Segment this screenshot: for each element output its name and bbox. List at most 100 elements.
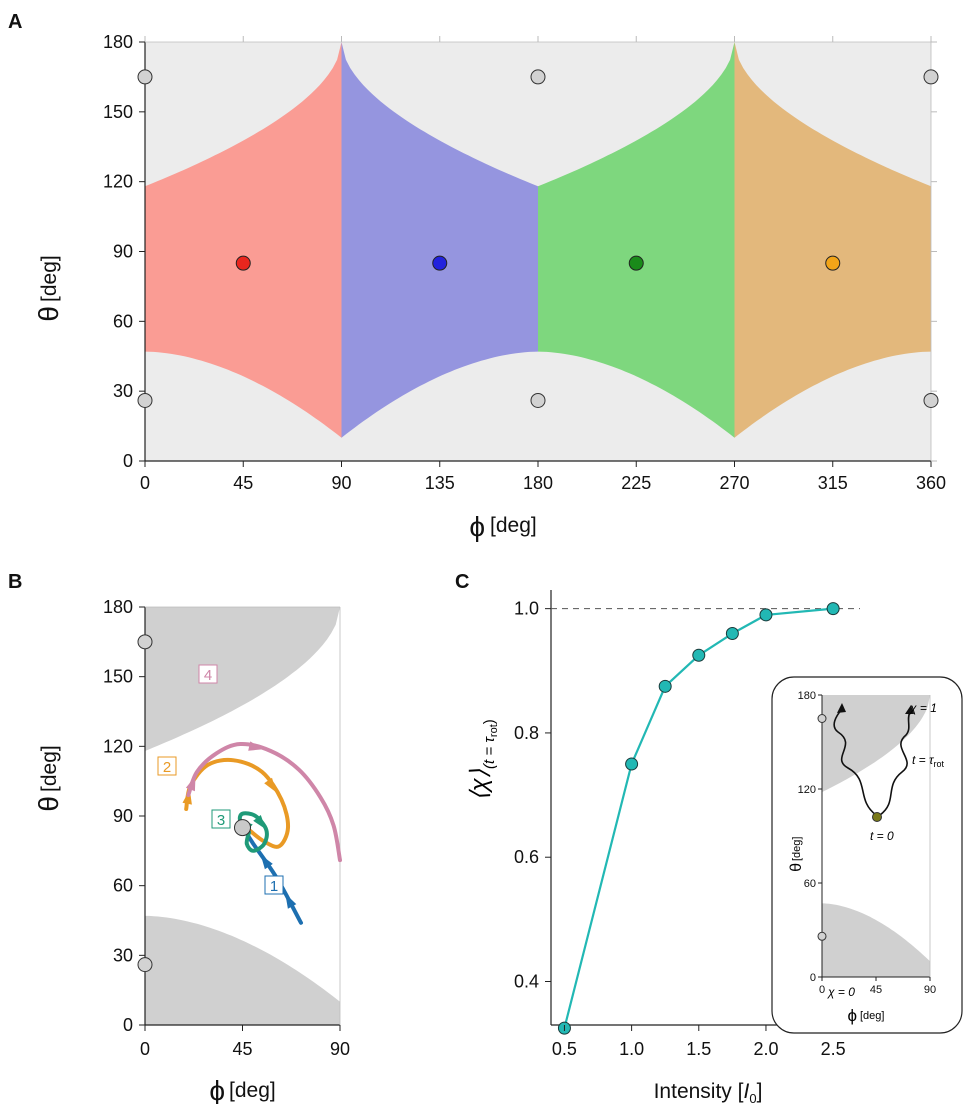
panel-b-y-unit: [deg] [38,745,61,792]
panel-c-point [625,757,639,771]
panel-c-y-tick-label: 1.0 [514,599,539,619]
panel-a-region-2 [341,42,538,438]
panel-a: A 0 45 90 135 180 225 270 315 360 0 30 60 90 120 150 1… [8,11,946,542]
trajectory-label-box [157,756,177,776]
inset-y-tick-label: 0 [810,972,816,984]
panel-b-x-symbol: ϕ [209,1075,225,1104]
inset-x-tick-label: 45 [870,984,882,996]
panel-a-y-tick-label: 0 [123,451,133,471]
panel-a-x-ticks: 0 45 90 135 180 225 270 315 360 [140,36,946,493]
inset-x-tick-label: 90 [924,984,936,996]
panel-c-x-tick-label: 0.5 [552,1039,577,1059]
inset-y-tick-label: 120 [798,784,816,796]
panel-b-start-point [234,819,251,837]
trajectory-label-box [211,809,231,829]
trajectory-label: 4 [204,667,212,684]
panel-c-y-tick-label: 0.6 [514,847,539,867]
panel-a-y-unit: [deg] [38,255,61,302]
panel-b-x-unit: [deg] [229,1079,276,1102]
trajectory-4-arrow [185,776,196,792]
trajectory-1-arrow [260,854,273,870]
panel-c-letter: C [455,571,469,593]
inset-y-symbol: θ [788,863,805,872]
panel-b-forbidden-regions [145,607,340,1025]
panel-a-region-1 [145,42,342,438]
trajectory-3-arrow [253,815,266,830]
panel-a-x-tick-label: 90 [331,473,351,493]
panel-a-y-title: θ [deg] [33,255,64,321]
panel-a-points [137,69,939,408]
panel-b-y-symbol: θ [33,796,64,812]
panel-a-region-3 [538,42,735,438]
panel-a-y-tick-label: 180 [103,32,133,52]
trajectory-4 [186,741,342,863]
panel-c-inset: 0 45 90 0 60 120 180 χ = 0 χ = 1 t = 0 t = τr… [771,676,963,1034]
inset-y-unit: [deg] [791,837,803,861]
panel-b-y-tick-label: 60 [113,876,133,896]
trajectory-label: 1 [270,878,278,895]
inset-x-unit: [deg] [860,1010,884,1022]
panel-b-gray-point [137,957,153,973]
panel-b-points [137,634,251,973]
inset-bottom-forbidden [822,903,930,977]
panel-b-y-tick-label: 120 [103,736,133,756]
inset-arrow-chi0 [837,703,846,713]
panel-a-y-ticks: 0 30 60 90 120 150 180 [103,32,937,471]
inset-y-tick-label: 60 [804,878,816,890]
panel-b-letter: B [8,571,22,593]
panel-a-x-tick-label: 270 [719,473,749,493]
inset-y-ticks: 0 60 120 180 [798,690,822,984]
panel-a-center-point [825,255,841,271]
inset-x-ticks: 0 45 90 [819,977,936,996]
panel-a-y-tick-label: 120 [103,172,133,192]
panel-b-y-tick-label: 90 [113,806,133,826]
panel-c-point [826,602,840,616]
inset-path-chi0 [833,708,877,816]
inset-paths [833,703,914,822]
panel-a-center-point [432,255,448,271]
trajectory-2-arrow [264,777,277,793]
panel-a-y-symbol: θ [33,306,64,322]
inset-start-point [872,812,882,822]
panel-a-x-tick-label: 225 [621,473,651,493]
panel-c-y-tick-label: 0.8 [514,723,539,743]
panel-a-x-symbol: ϕ [469,511,485,542]
panel-a-x-tick-label: 360 [916,473,946,493]
trajectory-4-arrow [248,741,264,751]
panel-c-y-tick-label: 0.4 [514,972,539,992]
panel-b-bottom-forbidden [145,915,340,1025]
panel-a-center-point [628,255,644,271]
panel-a-gray-point [923,69,939,85]
panel-a-x-tick-label: 0 [140,473,150,493]
inset-label-t0: t = 0 [870,829,894,843]
panel-c-x-title: Intensity [I0] [654,1080,763,1104]
panel-c-point [759,608,773,622]
panel-c-x-ticks: 0.5 1.0 1.5 2.0 2.5 [552,1025,846,1059]
panel-a-x-tick-label: 180 [523,473,553,493]
inset-label-chi0: χ = 0 [827,985,855,999]
panel-b-x-ticks: 0 45 90 [140,1025,350,1059]
trajectory-label-box [198,664,218,684]
panel-c-point [658,679,672,693]
panel-b-top-forbidden [145,607,340,751]
inset-label-t: t = τrot [912,753,945,769]
panel-a-x-tick-label: 45 [233,473,253,493]
panel-a-center-point [235,255,251,271]
trajectory-label: 2 [163,759,171,776]
panel-b-y-tick-label: 180 [103,597,133,617]
panel-a-gray-point [530,392,546,408]
panel-b-x-tick-label: 0 [140,1039,150,1059]
inset-path-chi1 [879,711,911,816]
panel-a-region-4 [734,42,931,438]
panel-c-y-ticks: 0.4 0.6 0.8 1.0 [514,599,551,992]
panel-c-x-tick-label: 1.0 [619,1039,644,1059]
inset-x-tick-label: 0 [819,984,825,996]
panel-a-x-tick-label: 135 [425,473,455,493]
inset-y-title: θ [deg] [788,837,805,872]
panel-a-letter: A [8,11,22,33]
inset-gray-point [817,714,827,723]
panel-a-gray-point [923,392,939,408]
panel-a-y-tick-label: 90 [113,242,133,262]
inset-box [771,676,963,1034]
